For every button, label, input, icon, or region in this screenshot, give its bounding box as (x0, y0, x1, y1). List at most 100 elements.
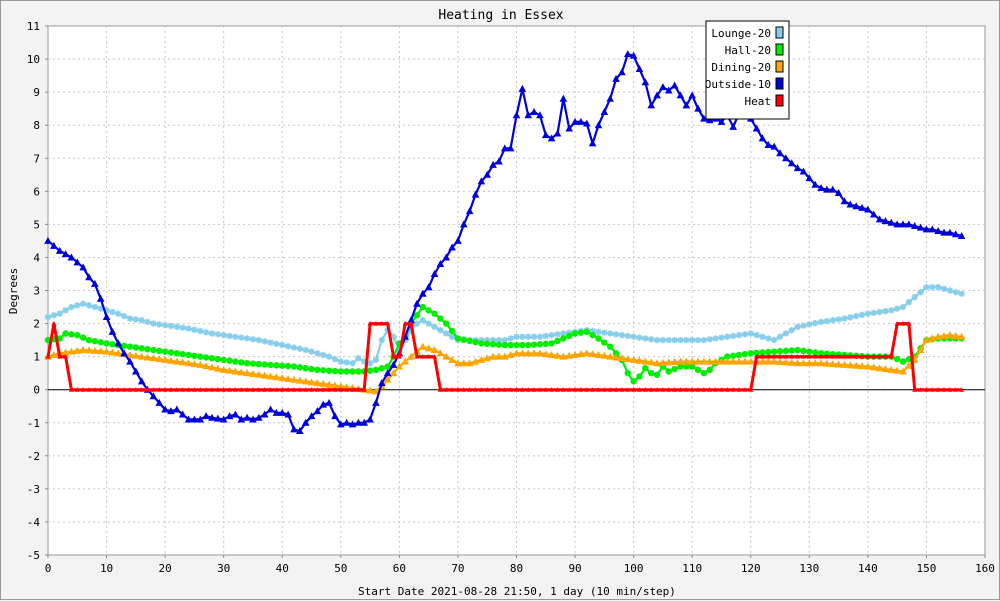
data-point (79, 334, 87, 341)
data-point (688, 336, 696, 344)
data-point (682, 101, 691, 109)
data-point (852, 202, 860, 210)
data-point (238, 387, 244, 392)
data-point (278, 374, 287, 382)
data-point (461, 387, 467, 392)
data-point (560, 330, 567, 337)
data-point (852, 312, 860, 320)
data-point (788, 347, 795, 354)
legend-label: Outside-10 (705, 78, 771, 91)
data-point (951, 230, 960, 238)
data-point (144, 387, 151, 392)
data-point (588, 139, 597, 147)
data-point (448, 333, 456, 340)
data-point (601, 339, 608, 346)
data-point (764, 141, 773, 149)
data-point (782, 347, 790, 355)
data-point (735, 351, 743, 359)
data-point (700, 114, 708, 122)
data-point (647, 369, 655, 377)
data-point (44, 313, 52, 321)
data-point (442, 253, 451, 261)
data-point (273, 362, 280, 369)
data-point (882, 354, 889, 359)
data-point (489, 336, 497, 344)
data-point (132, 344, 140, 351)
data-point (595, 328, 602, 336)
data-point (243, 360, 251, 367)
data-point (168, 387, 174, 392)
y-tick-label: 5 (33, 218, 40, 231)
data-point (225, 366, 234, 374)
data-point (91, 346, 99, 354)
data-point (688, 91, 696, 99)
data-point (85, 336, 93, 344)
data-point (502, 387, 508, 392)
data-point (618, 354, 626, 362)
data-point (126, 315, 134, 322)
data-point (325, 380, 333, 388)
data-point (606, 352, 614, 360)
data-point (636, 334, 643, 341)
data-point (724, 353, 731, 360)
data-point (729, 357, 737, 365)
data-point (600, 351, 609, 359)
data-point (770, 142, 778, 150)
data-point (508, 387, 514, 392)
data-point (758, 134, 767, 142)
data-point (806, 348, 813, 355)
data-point (554, 337, 561, 345)
data-point (823, 317, 831, 325)
data-point (301, 377, 310, 385)
data-point (319, 400, 328, 408)
data-point (68, 387, 75, 392)
data-point (478, 336, 485, 344)
data-point (477, 355, 486, 363)
y-tick-label: 6 (33, 185, 40, 198)
data-point (484, 336, 491, 344)
data-point (184, 359, 193, 367)
data-point (337, 382, 345, 390)
data-point (706, 366, 713, 374)
data-point (366, 415, 374, 423)
data-point (613, 387, 619, 392)
data-point (835, 354, 842, 359)
data-point (729, 352, 737, 359)
data-point (319, 379, 328, 387)
data-point (654, 387, 660, 392)
data-point (536, 341, 544, 348)
data-point (912, 387, 918, 392)
data-point (623, 50, 632, 58)
data-point (467, 387, 473, 392)
data-point (219, 365, 228, 373)
data-point (705, 116, 714, 124)
data-point (61, 250, 70, 258)
series-outside-10 (44, 50, 966, 435)
data-point (542, 332, 549, 340)
data-point (161, 322, 169, 329)
data-point (641, 357, 650, 365)
data-point (284, 374, 292, 382)
data-point (284, 343, 292, 350)
data-point (174, 387, 180, 392)
data-point (688, 363, 696, 370)
data-point (572, 387, 578, 392)
data-point (571, 330, 579, 337)
data-point (255, 336, 263, 344)
data-point (431, 354, 438, 359)
data-point (875, 215, 884, 223)
data-point (612, 331, 620, 338)
data-point (554, 331, 561, 338)
data-point (102, 347, 111, 355)
data-point (553, 351, 562, 359)
data-point (818, 354, 824, 359)
data-point (871, 354, 877, 359)
legend-swatch (775, 43, 784, 56)
data-point (424, 283, 433, 291)
data-point (659, 83, 667, 91)
chart-title: Heating in Essex (438, 8, 563, 23)
data-point (149, 354, 158, 362)
data-point (431, 310, 438, 317)
data-point (787, 159, 796, 167)
